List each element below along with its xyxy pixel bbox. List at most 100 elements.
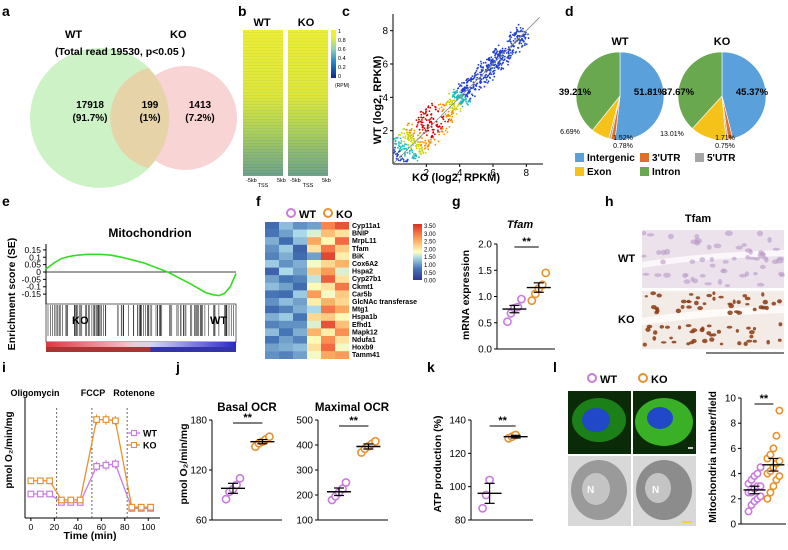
scatter-c-point: [461, 105, 464, 108]
pie-legend-swatch: [640, 167, 649, 176]
scatter-c-point: [500, 67, 503, 70]
scatter-c-point: [421, 117, 424, 119]
scatter-c-point: [479, 77, 481, 80]
ihc-wt-cell: [767, 237, 772, 243]
scatter-c-point: [465, 94, 468, 96]
heatmap-f-cell: [265, 313, 279, 321]
heatmap-b-scale-3: 0.4: [338, 56, 346, 62]
scatter-c-point: [483, 80, 486, 83]
scatter-c-point: [490, 56, 493, 59]
scatter-c-point: [442, 118, 445, 121]
scatter-c-point: [459, 107, 462, 110]
panel-b: b WT KO 1 0.8 0.6 0.4 0.2 0 (RPM) -5kb 5kb -5k…: [238, 3, 350, 189]
ihc-ko-cell: [764, 305, 769, 311]
scatter-c-point: [515, 32, 517, 35]
heatmap-f-cell: [307, 282, 321, 291]
heatmap-f-cell: [279, 260, 293, 268]
ihc-wt-cell: [709, 257, 714, 262]
em-wt-nucleus-label: N: [587, 485, 594, 496]
ihc-wt-cell: [699, 274, 706, 278]
heatmap-f-cell: [293, 305, 307, 314]
heatmap-f-cell: [265, 229, 279, 238]
ihc-ko-cell: [743, 341, 748, 346]
scatter-c-point: [441, 103, 444, 106]
scatter-c-point: [418, 132, 421, 135]
heatmap-f-cell: [293, 328, 307, 337]
heatmap-f-gene-label: Hspa1b: [352, 314, 377, 321]
scatter-c-point: [453, 107, 455, 110]
venn-overlap: [110, 68, 170, 168]
scatter-c-point: [459, 91, 461, 93]
heatmap-b-scale-unit: (RPM): [335, 83, 350, 89]
scatter-c-point: [422, 124, 425, 127]
ihc-ko-cell: [669, 336, 673, 340]
ihc-ko-cell: [749, 334, 754, 339]
ihc-ko-cell: [695, 296, 701, 300]
scatter-c-point: [417, 116, 420, 119]
scatter-c-point: [447, 110, 450, 113]
scatter-c-point: [424, 152, 427, 154]
scatter-c-point: [467, 79, 470, 82]
ihc-wt-cell: [762, 256, 769, 260]
scatter-c-point: [408, 151, 411, 153]
fluorescence-wt-nucleus: [582, 408, 610, 432]
heatmap-f-cell: [307, 222, 321, 230]
heatmap-f-cell: [307, 260, 321, 268]
scatter-c-point: [452, 91, 455, 94]
dot-ytick-label: 2.0: [478, 240, 492, 251]
scatter-c-point: [453, 105, 456, 108]
scatter-c-point: [504, 55, 506, 58]
ihc-ko-cell: [766, 339, 770, 345]
heatmap-f-cell: [293, 275, 307, 283]
dot-ytick-label: 120: [190, 466, 207, 477]
ihc-ko-cell: [656, 293, 662, 298]
pie-label: 6.69%: [560, 129, 580, 136]
dot-wt-point: [502, 317, 512, 327]
scatter-c-point: [437, 125, 439, 128]
scatter-c-point: [395, 157, 398, 160]
ihc-ko-cell: [732, 299, 736, 305]
dot-ytick-label: 100: [296, 516, 313, 527]
gsea-rank-bar: [46, 342, 236, 347]
ihc-wt-cell: [756, 282, 765, 287]
scatter-c-point: [441, 117, 444, 119]
basal-ocr-title: Basal OCR: [217, 402, 277, 414]
scatter-c-point: [440, 128, 443, 131]
heatmap-f-cell: [335, 351, 349, 359]
scatter-c-point: [495, 57, 498, 60]
scatter-c-point: [524, 33, 527, 36]
heatmap-f-cell: [265, 267, 279, 276]
scatter-c-point: [406, 160, 408, 163]
heatmap-f-cell: [335, 252, 349, 261]
heatmap-f-cell: [293, 343, 307, 352]
legend-l-wt: WT: [600, 374, 617, 386]
scatter-c-point: [412, 135, 415, 138]
ihc-wt-cell: [689, 259, 696, 264]
scatter-c-point: [471, 75, 474, 78]
pie-legend-swatch: [695, 153, 704, 162]
ihc-wt-label: WT: [618, 253, 635, 265]
scatter-c-point: [424, 118, 427, 120]
fluorescence-ko-nucleus: [647, 407, 673, 429]
scatter-c-point: [444, 120, 446, 123]
scatter-c-point: [500, 51, 503, 54]
scatter-c-point: [463, 86, 466, 89]
ihc-ko-cell: [677, 325, 682, 330]
dot-wt-point: [341, 478, 351, 487]
em-wt-nucleus: [582, 473, 610, 505]
venn-wt-only-pct: (91.7%): [72, 113, 107, 124]
heatmap-f-cell: [335, 260, 349, 268]
ihc-ko-cell: [737, 341, 742, 346]
ocr-ko-point: [93, 416, 101, 423]
ocr-wt-point: [27, 490, 35, 498]
pie-legend-label: Intron: [652, 167, 680, 178]
scatter-c-point: [451, 115, 453, 118]
heatmap-f-cell: [321, 336, 335, 344]
dot-sig-label: **: [243, 412, 252, 424]
ihc-ko-cell: [686, 305, 692, 309]
scatter-c-point: [517, 47, 520, 49]
ihc-ko-cell: [671, 340, 677, 344]
scatter-c-point: [486, 82, 489, 84]
ihc-wt-cell: [758, 250, 764, 255]
pie-legend-label: Exon: [587, 167, 611, 178]
